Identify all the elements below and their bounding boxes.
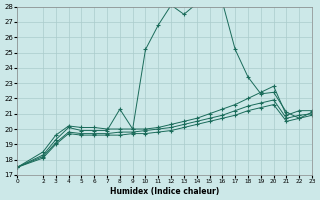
X-axis label: Humidex (Indice chaleur): Humidex (Indice chaleur) — [110, 187, 219, 196]
